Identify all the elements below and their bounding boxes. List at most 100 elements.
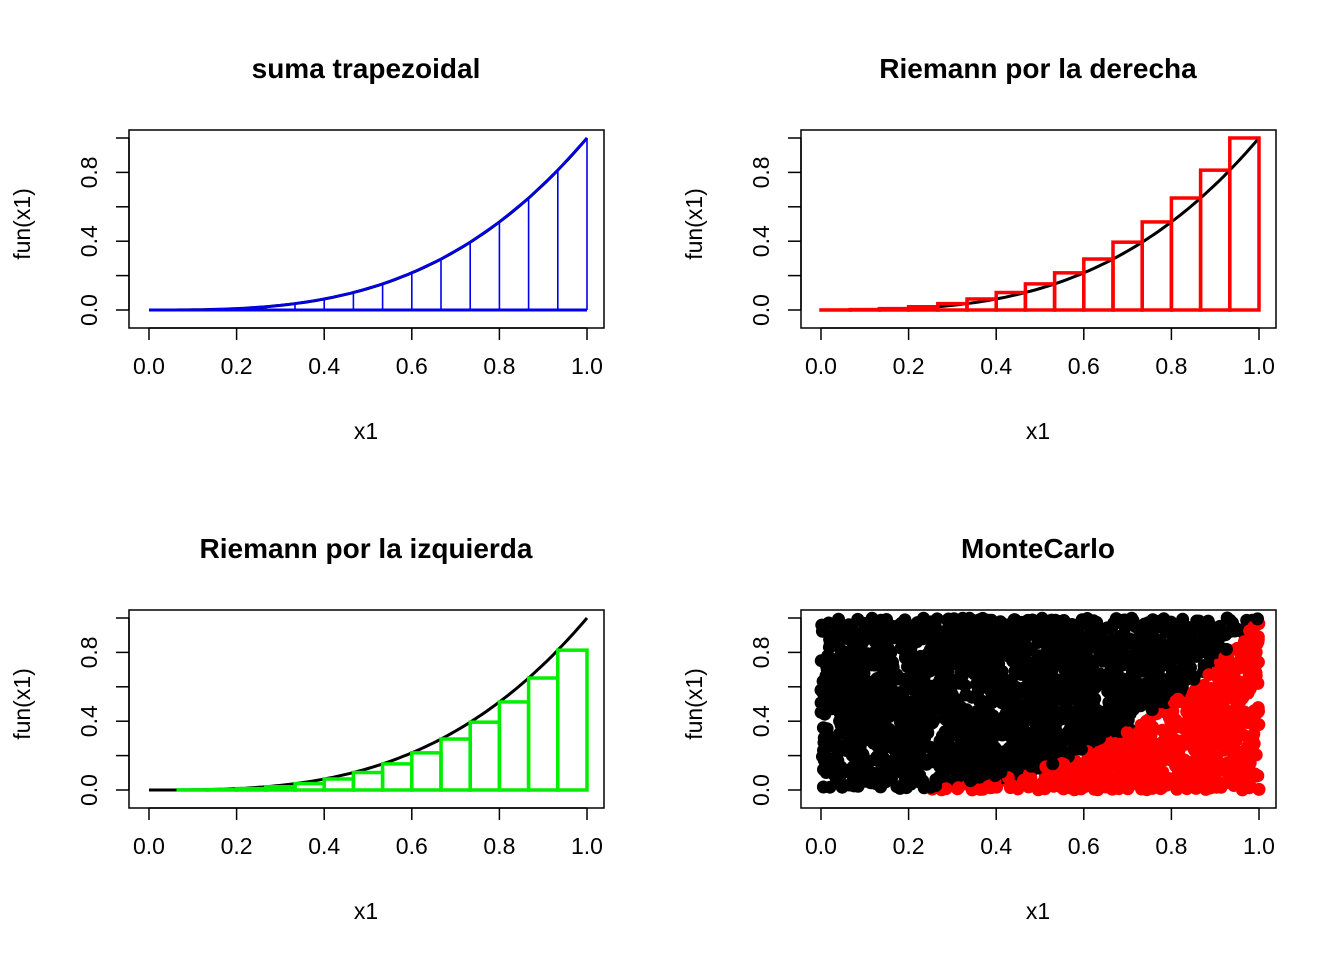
point-above-curve [921,646,935,660]
point-above-curve [899,762,913,776]
x-axis-label: x1 [1026,418,1050,444]
point-below-curve [1179,778,1193,792]
point-above-curve [1160,642,1174,656]
function-curve [149,137,589,312]
point-below-curve [1135,757,1149,771]
x-tick-label: 1.0 [571,353,603,379]
point-above-curve [906,636,920,650]
point-above-curve [900,711,914,725]
point-above-curve [982,682,996,696]
x-tick-label: 0.0 [805,833,837,859]
point-above-curve [1143,617,1157,630]
point-above-curve [1039,629,1053,643]
chart-title: Riemann por la derecha [879,53,1197,84]
point-above-curve [964,774,978,788]
point-above-curve [1021,746,1035,760]
point-above-curve [912,752,926,766]
point-below-curve [1048,769,1062,783]
riemann-rectangle [380,762,414,792]
point-above-curve [847,660,861,674]
point-below-curve [1127,774,1140,788]
point-above-curve [833,673,847,687]
point-above-curve [1201,636,1215,650]
point-above-curve [827,735,841,749]
point-above-curve [1008,742,1022,756]
point-above-curve [905,695,919,709]
x-tick-label: 0.8 [483,353,515,379]
point-above-curve [1077,721,1091,735]
y-tick-label: 0.8 [76,636,102,668]
point-below-curve [1157,733,1171,747]
point-above-curve [1050,715,1064,729]
riemann-rectangle [234,786,268,792]
point-above-curve [940,629,954,643]
point-above-curve [967,664,981,678]
point-above-curve [863,677,877,691]
y-tick-label: 0.0 [748,774,774,806]
panel-suma-trapezoidal: suma trapezoidal 0.0 0.2 0.4 0.6 0.8 1.0 0.0 0.4… [9,53,605,444]
riemann-rectangle [877,306,911,312]
point-below-curve [1228,714,1242,727]
chart-title: MonteCarlo [961,533,1115,564]
y-tick-label: 0.4 [76,705,102,737]
point-below-curve [1167,695,1181,709]
point-above-curve [1093,667,1107,681]
point-below-curve [1247,767,1261,781]
point-above-curve [1128,681,1142,695]
x-tick-label: 0.0 [805,353,837,379]
point-above-curve [912,665,926,679]
plot-frame [128,609,605,809]
point-above-curve [1065,681,1078,695]
point-above-curve [1140,678,1154,691]
point-above-curve [980,631,994,645]
point-above-curve [1112,685,1126,699]
point-below-curve [1224,736,1238,750]
point-above-curve [1044,688,1057,702]
panel-riemann-derecha: Riemann por la derecha 0.0 0.2 0.4 0.6 0.8 1.0… [681,53,1277,444]
point-below-curve [1076,758,1090,772]
y-tick-label: 0.8 [76,156,102,188]
point-above-curve [954,664,968,678]
point-above-curve [956,736,969,750]
point-below-curve [1241,716,1255,730]
point-above-curve [1072,701,1086,715]
montecarlo-points [814,611,1266,797]
point-above-curve [947,612,961,626]
x-tick-label: 0.8 [1155,833,1187,859]
point-below-curve [939,782,953,796]
x-tick-label: 0.0 [133,833,165,859]
point-above-curve [874,613,888,627]
point-below-curve [1209,774,1223,788]
riemann-rectangle [468,720,502,792]
point-above-curve [910,718,923,732]
point-above-curve [1126,614,1140,627]
point-below-curve [1246,745,1260,759]
point-above-curve [1151,674,1165,688]
panel-riemann-izquierda: Riemann por la izquierda 0.0 0.2 0.4 0.6 0.8 1… [9,533,605,924]
y-axis-label: fun(x1) [9,668,35,740]
point-above-curve [865,620,879,634]
point-below-curve [1156,765,1170,779]
point-above-curve [1111,654,1125,668]
point-above-curve [1129,699,1143,713]
point-below-curve [973,782,987,796]
point-above-curve [1038,657,1052,671]
point-above-curve [1046,757,1060,771]
point-below-curve [1174,734,1188,748]
point-above-curve [1108,703,1122,717]
point-above-curve [921,702,935,716]
riemann-rectangle [293,781,326,792]
point-above-curve [1023,642,1036,656]
point-above-curve [1192,614,1206,628]
point-below-curve [1185,725,1199,739]
y-axis-label: fun(x1) [9,188,35,260]
point-below-curve [1246,643,1260,657]
point-above-curve [946,750,960,764]
point-above-curve [992,645,1006,659]
point-above-curve [889,746,903,760]
point-above-curve [1098,708,1112,722]
point-above-curve [941,638,955,652]
point-above-curve [1173,679,1186,692]
point-below-curve [1186,735,1200,749]
point-above-curve [1074,637,1088,650]
